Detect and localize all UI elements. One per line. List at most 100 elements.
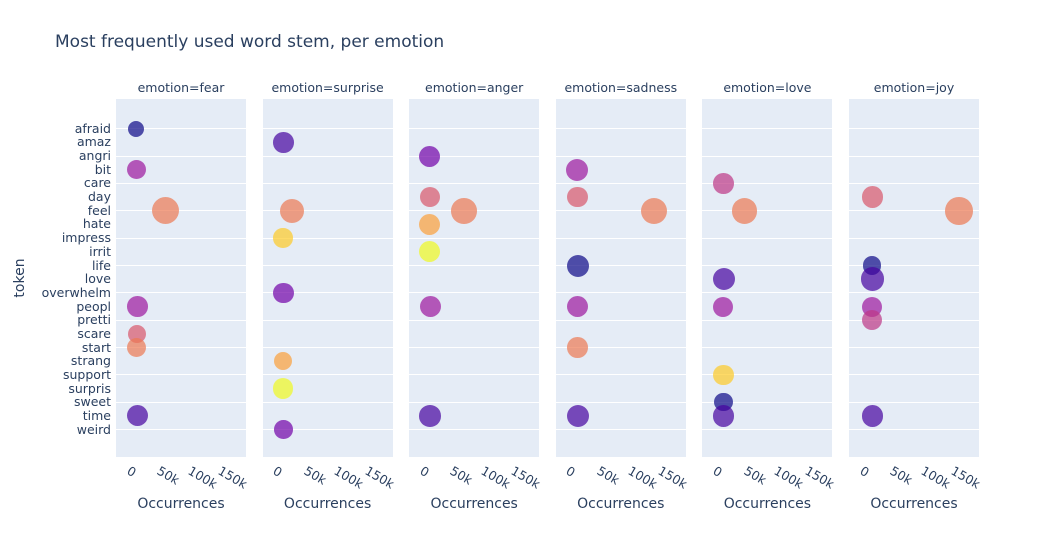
y-tick-label: peopl: [76, 298, 111, 314]
gridline: [849, 319, 979, 321]
gridline: [555, 374, 686, 376]
x-tick-label: 50k: [447, 463, 476, 488]
gridline: [262, 265, 393, 266]
facet-plot: [702, 99, 833, 457]
data-point[interactable]: [712, 268, 735, 291]
gridline: [849, 210, 979, 212]
y-tick-label: surpris: [68, 380, 111, 396]
gridline: [702, 237, 833, 239]
data-point[interactable]: [127, 338, 147, 358]
y-tick-label: amaz: [76, 134, 111, 150]
data-point[interactable]: [861, 405, 884, 427]
data-point[interactable]: [731, 198, 758, 224]
facet-title: emotion=love: [723, 80, 812, 95]
data-point[interactable]: [272, 378, 294, 399]
y-tick-label: scare: [77, 325, 111, 341]
y-tick-label: strang: [70, 353, 111, 369]
x-tick-label: 150k: [508, 463, 544, 492]
data-point[interactable]: [567, 186, 588, 208]
x-tick-label: 100k: [478, 463, 513, 492]
data-point[interactable]: [712, 405, 735, 427]
gridline: [555, 429, 686, 431]
y-tick-label: angri: [78, 148, 111, 164]
data-point[interactable]: [127, 296, 148, 317]
data-point[interactable]: [127, 160, 147, 180]
gridline: [409, 292, 540, 294]
data-point[interactable]: [945, 197, 973, 225]
gridline: [116, 401, 246, 403]
y-tick-label: care: [83, 175, 111, 191]
gridline: [116, 128, 246, 130]
gridline: [409, 182, 540, 184]
data-point[interactable]: [566, 158, 589, 181]
y-tick-label: love: [84, 271, 111, 287]
data-point[interactable]: [451, 198, 477, 224]
gridline: [262, 401, 393, 403]
data-point[interactable]: [126, 405, 148, 427]
x-tick-label: 0: [270, 463, 286, 480]
gridline: [849, 237, 979, 239]
gridline: [555, 237, 686, 239]
x-tick-label: 150k: [655, 463, 691, 492]
gridline: [555, 182, 686, 184]
x-tick-label: 150k: [362, 463, 397, 492]
data-point[interactable]: [273, 132, 294, 153]
x-tick-label: 0: [124, 463, 139, 480]
data-point[interactable]: [419, 213, 441, 235]
data-point[interactable]: [152, 197, 180, 225]
x-tick-label: 100k: [331, 463, 367, 492]
gridline: [702, 210, 833, 212]
data-point[interactable]: [274, 420, 293, 439]
data-point[interactable]: [713, 364, 734, 386]
gridline: [409, 128, 540, 130]
x-tick-label: 50k: [154, 463, 183, 488]
gridline: [702, 182, 833, 184]
data-point[interactable]: [273, 228, 293, 248]
gridline: [702, 292, 833, 294]
data-point[interactable]: [419, 241, 441, 263]
gridline: [849, 155, 979, 157]
data-point[interactable]: [566, 254, 589, 277]
data-point[interactable]: [641, 197, 668, 224]
data-point[interactable]: [567, 296, 589, 317]
data-point[interactable]: [273, 351, 293, 371]
data-point[interactable]: [419, 296, 441, 317]
y-tick-label: sweet: [73, 394, 111, 410]
data-point[interactable]: [419, 145, 441, 167]
gridline: [262, 429, 393, 431]
gridline: [262, 347, 393, 349]
x-axis-title: Occurrences: [430, 496, 518, 512]
gridline: [262, 210, 393, 212]
y-tick-label: feel: [87, 202, 111, 218]
data-point[interactable]: [713, 296, 734, 317]
facet-title: emotion=surprise: [271, 80, 384, 95]
data-point[interactable]: [128, 120, 145, 137]
facet-title: emotion=joy: [873, 80, 955, 95]
gridline: [262, 319, 393, 321]
data-point[interactable]: [861, 186, 884, 208]
gridline: [702, 401, 833, 403]
gridline: [409, 319, 540, 321]
data-point[interactable]: [273, 282, 294, 304]
facet-title: emotion=fear: [137, 80, 225, 95]
data-point[interactable]: [567, 337, 588, 358]
data-point[interactable]: [566, 404, 589, 427]
data-point[interactable]: [419, 186, 441, 208]
data-point[interactable]: [280, 198, 305, 223]
gridline: [555, 347, 686, 349]
chart-title: Most frequently used word stem, per emot…: [55, 32, 445, 52]
facet-title: emotion=anger: [425, 80, 524, 95]
y-tick-label: weird: [76, 421, 111, 437]
data-point[interactable]: [713, 173, 734, 194]
gridline: [555, 265, 686, 266]
y-tick-label: impress: [61, 230, 111, 246]
x-tick-label: 100k: [771, 463, 807, 492]
gridline: [555, 155, 686, 157]
data-point[interactable]: [860, 267, 885, 291]
gridline: [116, 292, 246, 294]
gridline: [262, 182, 393, 184]
data-point[interactable]: [861, 309, 883, 331]
y-tick-label: support: [63, 366, 111, 382]
data-point[interactable]: [419, 405, 441, 427]
gridline: [262, 155, 393, 157]
